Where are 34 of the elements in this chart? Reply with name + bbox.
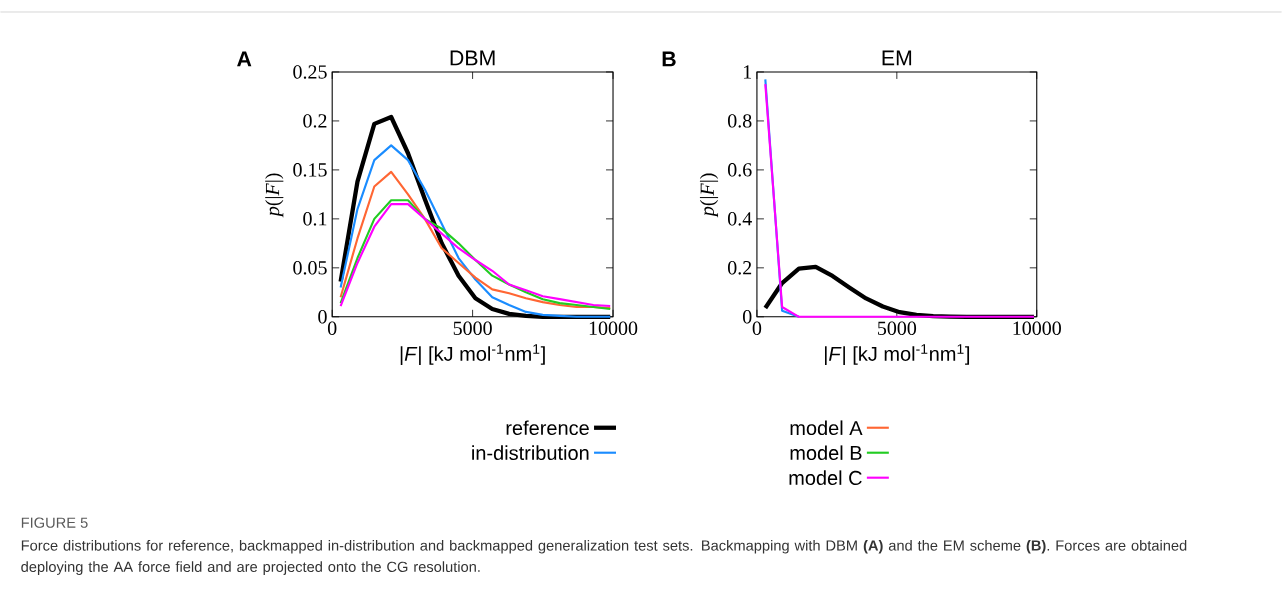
y-tick-label: 0.8 <box>727 114 752 128</box>
legend-label: model A <box>790 420 863 436</box>
x-tick-label: 5000 <box>453 321 492 336</box>
caption: FIGURE 5 <box>21 517 88 529</box>
chart-title: EM <box>882 50 912 66</box>
text: B <box>662 51 676 67</box>
y-axis-title: p(|F|) <box>265 173 284 218</box>
line-series <box>339 170 612 310</box>
y-tick-label: 0.4 <box>727 212 752 226</box>
y-tick-label: 0.15 <box>293 163 327 177</box>
x-tick-label: 0 <box>752 321 762 336</box>
y-axis-title: p(|F|) <box>699 173 719 218</box>
y-tick-label: 0.25 <box>293 65 327 79</box>
text: Force distributions for reference, backmapped in-distribution and backmapped generalization test sets. Backmapping with DBM (A) and the EM scheme (B). Forces are obtained deploying the AA force field and are projected onto the CG resolution. <box>21 540 1187 576</box>
y-tick-label: 1 <box>743 65 752 79</box>
legend-label: in-distribution <box>472 445 589 461</box>
y-tick-label: 0 <box>318 310 327 324</box>
x-axis-title: |F| [kJ mol$^{-1}$nm$^{1}$] <box>824 344 970 366</box>
x-tick-label: 10000 <box>589 321 638 336</box>
y-tick-label: 0.2 <box>303 114 327 128</box>
legend-label: model B <box>790 445 862 461</box>
x-axis-title: |F| [kJ mol$^{-1}$nm$^{1}$] <box>400 344 545 366</box>
x-tick-label: 0 <box>327 321 337 336</box>
chart-title: DBM <box>450 50 495 66</box>
text: A <box>237 51 252 67</box>
x-tick-label: 10000 <box>1013 321 1061 336</box>
y-tick-label: 0.05 <box>293 261 327 275</box>
y-tick-label: 0.1 <box>303 212 327 226</box>
y-tick-label: 0.2 <box>727 261 752 275</box>
legend-label: model C <box>789 470 862 486</box>
legend-label: reference <box>506 420 589 436</box>
x-tick-label: 5000 <box>878 321 917 336</box>
y-tick-label: 0 <box>742 310 752 324</box>
y-tick-label: 0.6 <box>727 163 752 177</box>
